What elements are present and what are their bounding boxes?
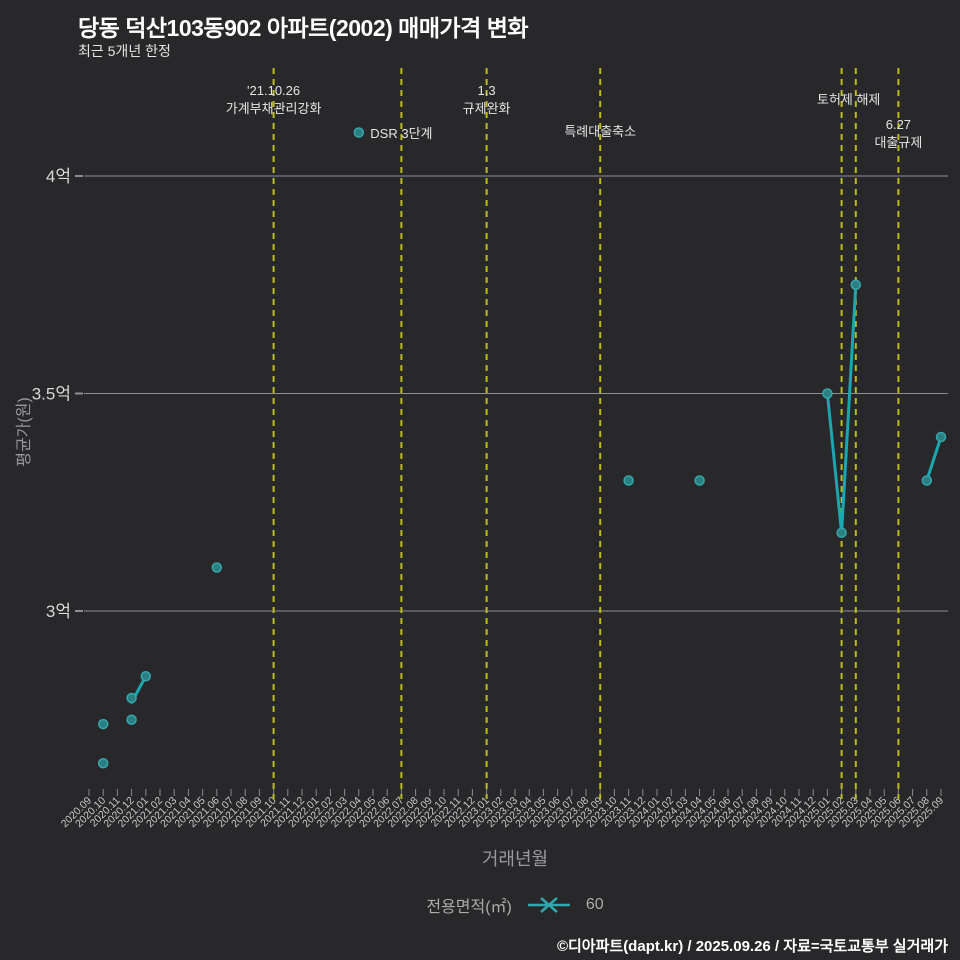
series-line (925, 435, 943, 482)
data-point (126, 692, 137, 704)
data-point (836, 527, 847, 538)
event-label: 1.3 (478, 83, 496, 98)
data-point (822, 388, 833, 399)
data-point (935, 431, 947, 443)
y-tick-label: 4억 (46, 167, 71, 186)
data-point (850, 279, 862, 290)
event-label: 토허제 해제 (817, 92, 880, 107)
data-point (97, 758, 109, 769)
event-label: 대출규제 (874, 135, 922, 150)
event-label: 6.27 (886, 117, 911, 132)
credit-line: ©디아파트(dapt.kr) / 2025.09.26 / 자료=국토교통부 실… (556, 938, 948, 955)
y-axis-title: 평균가(원) (16, 397, 33, 467)
event-label: '21.10.26 (247, 83, 300, 98)
legend: 전용면적(㎡) 60 (85, 893, 945, 917)
event-label: 특례대출축소 (564, 124, 636, 139)
legend-series-name: 60 (585, 896, 604, 913)
event-label: 가계부채관리강화 (226, 101, 322, 116)
data-point (126, 714, 137, 725)
legend-label: 전용면적(㎡) (426, 899, 512, 916)
legend-line-x-marker-icon (527, 897, 570, 913)
x-axis-title: 거래년월 (481, 849, 549, 869)
event-label: 규제완화 (463, 101, 511, 116)
chart-subtitle: 최근 5개년 한정 (78, 43, 171, 59)
chart-title: 당동 덕산103동902 아파트(2002) 매매가격 변화 (78, 15, 529, 41)
data-point (140, 671, 152, 682)
data-point (353, 127, 365, 138)
data-point (623, 475, 634, 486)
data-point (97, 718, 109, 730)
event-label: DSR 3단계 (370, 126, 432, 141)
y-tick-label: 3억 (46, 602, 71, 621)
data-point (921, 475, 933, 486)
y-tick-label: 3.5억 (32, 385, 71, 404)
data-point (694, 475, 705, 486)
data-point (211, 562, 223, 573)
